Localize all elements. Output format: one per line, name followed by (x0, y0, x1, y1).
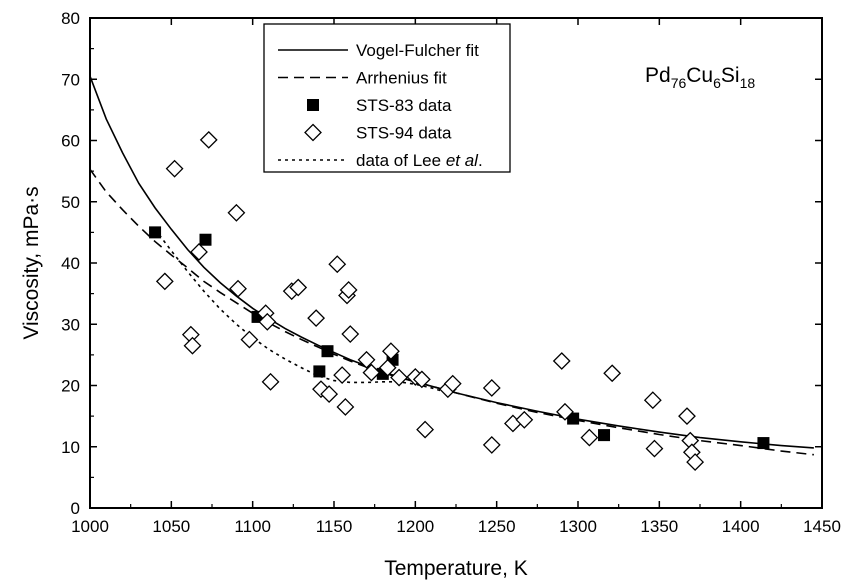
composition-si: Si (721, 64, 740, 87)
x-tick-label: 1150 (316, 517, 353, 536)
series-line (154, 228, 449, 394)
series-2 (149, 226, 770, 450)
data-point-diamond (580, 428, 599, 447)
y-tick-label: 60 (61, 132, 80, 151)
y-tick-label: 50 (61, 193, 80, 212)
legend-label: Vogel-Fulcher fit (356, 41, 479, 60)
data-point-square (149, 226, 162, 239)
legend-swatch-diamond (304, 123, 322, 142)
x-tick-label: 1350 (640, 517, 678, 536)
y-tick-label: 20 (61, 377, 80, 396)
data-point-diamond (289, 278, 308, 297)
data-point-diamond (378, 358, 397, 377)
data-point-diamond (336, 398, 355, 416)
data-point-diamond (258, 312, 277, 331)
data-point-diamond (686, 453, 705, 471)
axes: 1000 1050 1100 1150 1200 1250 1300 1350 1400 1450… (61, 9, 841, 536)
data-point-diamond (390, 368, 408, 387)
data-point-diamond (603, 364, 622, 383)
series-3 (155, 130, 705, 471)
data-point-diamond (382, 342, 400, 361)
data-point-square (757, 437, 770, 450)
data-point-diamond (362, 363, 381, 382)
data-point-diamond (357, 350, 376, 369)
data-point-diamond (339, 281, 358, 299)
data-point-diamond (229, 279, 247, 298)
x-tick-label: 1100 (234, 517, 271, 536)
data-point-diamond (515, 410, 534, 429)
composition-cu: Cu (686, 64, 713, 87)
data-point-square (598, 429, 611, 442)
data-point-diamond (155, 272, 174, 291)
data-point-square (199, 233, 212, 246)
legend: Vogel-Fulcher fit Arrhenius fit STS-83 dat… (263, 23, 511, 173)
data-point-diamond (416, 420, 435, 439)
data-point-diamond (482, 379, 501, 397)
composition-pd: Pd (645, 64, 671, 87)
y-tick-label: 10 (61, 438, 80, 457)
data-point-diamond (333, 366, 352, 385)
y-tick-label: 80 (61, 9, 80, 28)
data-point-diamond (320, 385, 339, 403)
data-point-diamond (240, 330, 259, 349)
data-point-square (321, 345, 334, 358)
legend-label: data of Lee et al. (356, 151, 483, 170)
x-axis-title: Temperature, K (384, 557, 528, 580)
data-point-diamond (443, 374, 462, 393)
x-tick-label: 1050 (152, 517, 190, 536)
data-point-diamond (328, 255, 347, 274)
data-point-diamond (183, 336, 202, 355)
data-point-diamond (412, 370, 431, 389)
composition-pd-sub: 76 (671, 75, 687, 91)
x-tick-label: 1200 (396, 517, 434, 536)
data-point-diamond (190, 243, 208, 261)
y-tick-label: 30 (61, 315, 80, 334)
legend-box (263, 23, 511, 173)
series-1 (89, 168, 814, 456)
composition-cu-sub: 6 (713, 75, 721, 91)
x-tick-label: 1450 (803, 517, 841, 536)
data-point-diamond (341, 325, 360, 343)
legend-label: Arrhenius fit (356, 69, 447, 88)
y-tick-label: 40 (61, 254, 80, 273)
data-point-diamond (643, 391, 662, 410)
data-point-diamond (307, 309, 326, 328)
x-tick-label: 1000 (71, 517, 109, 536)
y-tick-label: 0 (71, 499, 80, 518)
x-tick-label: 1300 (559, 517, 597, 536)
data-point-square (313, 365, 326, 378)
series-line (89, 75, 814, 449)
data-point-diamond (678, 407, 696, 426)
composition-si-sub: 18 (740, 75, 756, 91)
x-tick-label: 1400 (722, 517, 760, 536)
data-point-diamond (227, 203, 246, 222)
y-axis-title: Viscosity, mPa·s (20, 186, 43, 339)
data-point-diamond (645, 439, 664, 458)
data-point-diamond (261, 372, 280, 391)
legend-label: STS-83 data (356, 96, 452, 115)
series-layer (89, 75, 814, 471)
data-point-diamond (165, 159, 184, 178)
data-point-diamond (199, 130, 218, 149)
composition-label: Pd76Cu6Si18 (645, 64, 755, 91)
legend-label: STS-94 data (356, 124, 452, 143)
series-4 (154, 228, 449, 394)
data-point-diamond (482, 435, 501, 454)
data-point-diamond (556, 402, 574, 421)
data-point-diamond (552, 352, 571, 370)
series-line (89, 168, 814, 456)
x-tick-label: 1250 (478, 517, 516, 536)
series-0 (89, 75, 814, 449)
legend-swatch-square (307, 99, 319, 111)
y-tick-label: 70 (61, 70, 80, 89)
